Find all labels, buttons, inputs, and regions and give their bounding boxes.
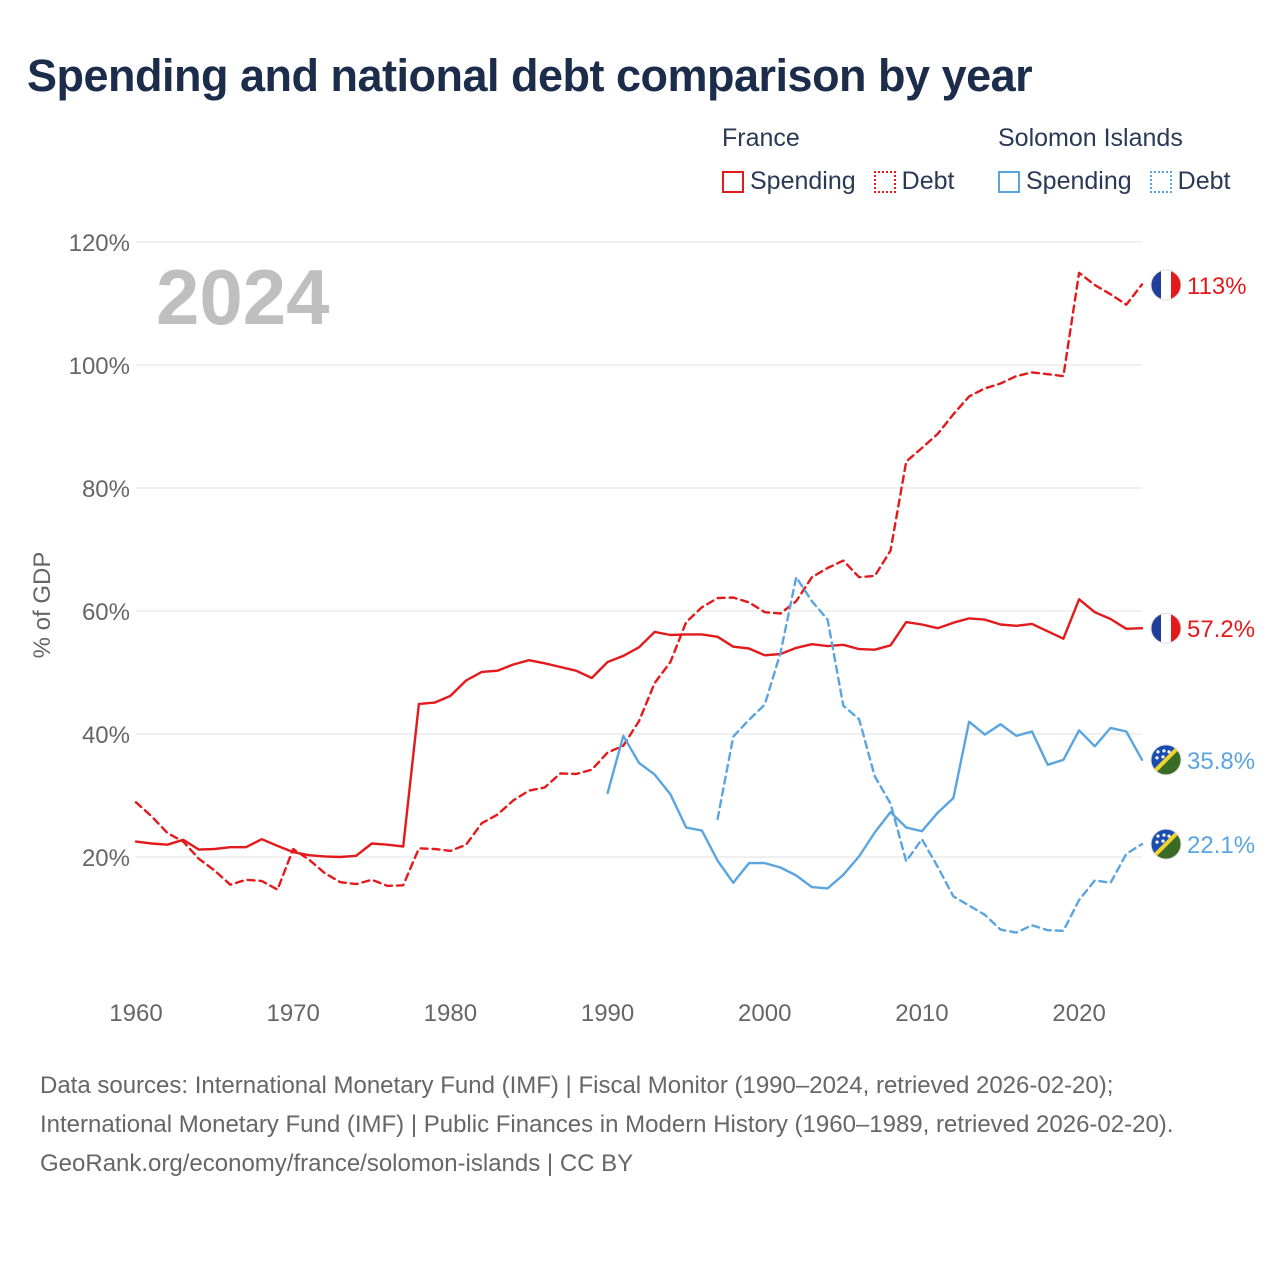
y-axis-label: % of GDP xyxy=(29,552,56,659)
legend-group-solomon: Solomon Islands Spending Debt xyxy=(998,124,1248,196)
legend-swatch-france-spending xyxy=(722,170,744,193)
france-flag-icon xyxy=(1150,612,1182,644)
x-tick-label: 1990 xyxy=(581,1000,634,1027)
legend-label-solomon-spending: Spending xyxy=(1026,167,1132,195)
end-label-solomon-islands-debt: 22.1% xyxy=(1187,832,1255,859)
legend-country-solomon: Solomon Islands xyxy=(998,124,1183,152)
legend-group-france: France Spending Debt xyxy=(722,124,972,196)
solomon-islands-flag-icon xyxy=(1150,828,1182,860)
footer: Data sources: International Monetary Fun… xyxy=(40,1066,1240,1183)
legend-swatch-solomon-debt xyxy=(1149,170,1172,193)
legend-label-france-debt: Debt xyxy=(901,167,955,195)
series-line-france-spending[interactable] xyxy=(134,598,1144,859)
y-tick-label: 120% xyxy=(69,230,130,257)
legend-item-france-spending[interactable]: Spending xyxy=(722,167,856,196)
footer-sources: Data sources: International Monetary Fun… xyxy=(40,1072,1174,1138)
year-watermark: 2024 xyxy=(156,253,330,341)
y-tick-label: 20% xyxy=(82,845,130,872)
france-flag-icon xyxy=(1150,269,1182,301)
y-tick-label: 80% xyxy=(82,476,130,503)
end-label-solomon-islands-spending: 35.8% xyxy=(1187,748,1255,775)
series-line-solomon-islands-debt[interactable] xyxy=(716,576,1144,934)
series-line-solomon-islands-spending[interactable] xyxy=(606,720,1144,890)
legend-label-solomon-debt: Debt xyxy=(1177,167,1231,195)
x-tick-label: 2000 xyxy=(738,1000,791,1027)
chart-svg: 20% 40% 60% 80% 100% 120% 1960 1970 1980 1990 2000… xyxy=(29,230,1255,1027)
legend-label-france-spending: Spending xyxy=(750,167,856,195)
legend-swatch-france-debt xyxy=(873,170,896,193)
chart-title: Spending and national debt comparison by… xyxy=(27,50,1033,101)
y-tick-label: 100% xyxy=(69,353,130,380)
solomon-islands-flag-icon xyxy=(1150,744,1182,776)
legend-swatch-solomon-spending xyxy=(998,170,1020,193)
series-line-france-debt[interactable] xyxy=(134,271,1144,891)
x-tick-label: 1970 xyxy=(266,1000,319,1027)
legend-country-france: France xyxy=(722,124,800,152)
legend-item-solomon-spending[interactable]: Spending xyxy=(998,167,1132,196)
footer-credit[interactable]: GeoRank.org/economy/france/solomon-islan… xyxy=(40,1150,634,1177)
end-label-france-spending: 57.2% xyxy=(1187,616,1255,643)
x-tick-label: 2010 xyxy=(895,1000,948,1027)
legend-item-solomon-debt[interactable]: Debt xyxy=(1149,167,1231,196)
x-tick-label: 2020 xyxy=(1052,1000,1105,1027)
x-tick-label: 1980 xyxy=(424,1000,477,1027)
legend-item-france-debt[interactable]: Debt xyxy=(873,167,955,196)
end-label-france-debt: 113% xyxy=(1187,273,1247,300)
y-tick-label: 60% xyxy=(82,599,130,626)
y-tick-label: 40% xyxy=(82,722,130,749)
x-tick-label: 1960 xyxy=(109,1000,162,1027)
